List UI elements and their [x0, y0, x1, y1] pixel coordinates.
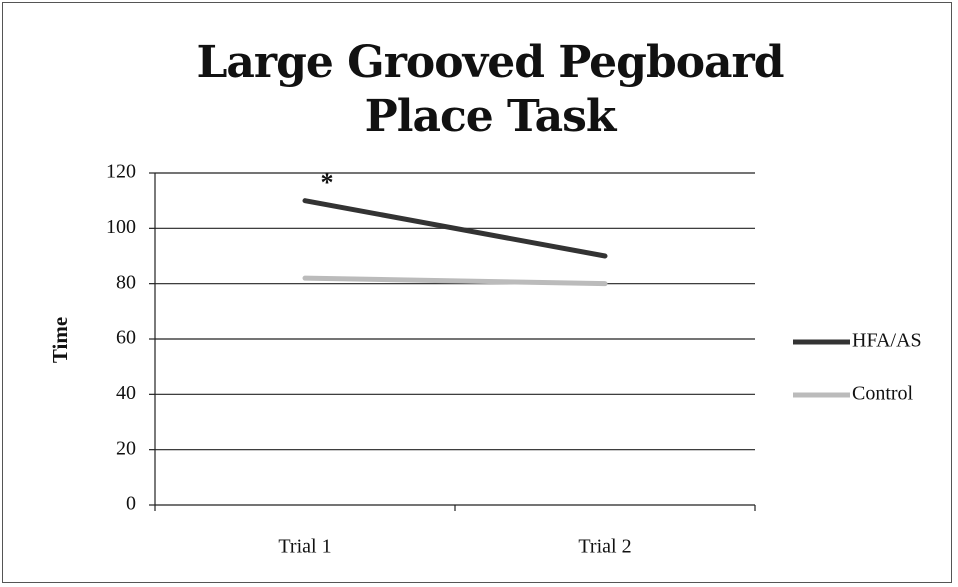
y-tick-label: 80 — [116, 271, 136, 293]
y-tick-label: 0 — [126, 493, 136, 515]
y-tick-label: 100 — [106, 216, 136, 238]
annotation: * — [321, 168, 334, 197]
chart-title: Large Grooved Pegboard Place Task — [196, 37, 784, 142]
legend-label: Control — [852, 383, 914, 405]
series-line — [302, 275, 608, 287]
y-tick-label: 40 — [116, 382, 136, 404]
legend-label: HFA/AS — [852, 330, 922, 352]
x-tick-label: Trial 1 — [278, 536, 331, 558]
y-tick-label: 120 — [106, 161, 136, 183]
y-tick-label: 60 — [116, 327, 136, 349]
y-tick-label: 20 — [116, 437, 136, 459]
y-axis-label: Time — [48, 317, 72, 363]
series-line — [302, 198, 608, 259]
x-tick-label: Trial 2 — [578, 536, 631, 558]
